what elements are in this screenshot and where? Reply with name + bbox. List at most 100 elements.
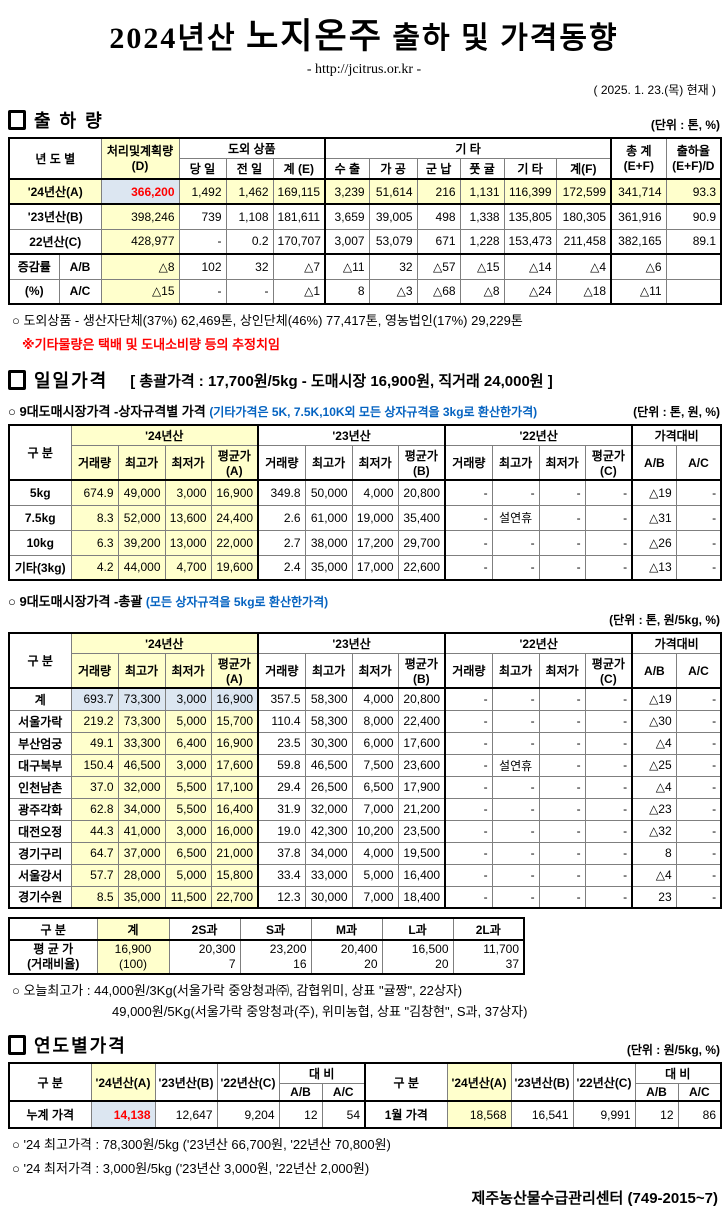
cell: 6,400	[164, 731, 212, 755]
cell: -	[584, 819, 633, 843]
cell: 17,900	[397, 775, 446, 799]
cell: -	[444, 529, 493, 556]
cell: -	[675, 731, 722, 755]
cell: -	[491, 731, 540, 755]
col-header: 거래량	[257, 653, 306, 689]
cell: -	[491, 479, 540, 506]
shipment-title-text: 출 하 량	[34, 111, 104, 131]
cell: 16,000	[210, 819, 259, 843]
cell: 5,000	[351, 863, 399, 887]
cell: 59.8	[257, 753, 306, 777]
table-row: 22년산(C) 428,977-0.2 170,707 3,007 53,079 671 1…	[8, 228, 722, 255]
cell: 7,500	[351, 753, 399, 777]
col-header: 최저가	[351, 653, 399, 689]
shipment-note-warning: ※기타물량은 택배 및 도내소비량 등의 추정치임	[22, 337, 280, 352]
table-row: 10kg 6.3 39,200 13,000 22,000 2.7 38,000 17,200…	[8, 529, 722, 556]
row-label: 계	[8, 687, 72, 711]
col-header: 거래량	[444, 653, 493, 689]
cell: -	[178, 278, 227, 305]
cell: 51,614	[368, 178, 418, 205]
col-header: 최고가	[304, 445, 353, 481]
cell: 5,000	[164, 863, 212, 887]
square-bullet-icon	[8, 370, 26, 390]
cell: 29.4	[257, 775, 306, 799]
cell: 3,239	[324, 178, 370, 205]
cell: 8	[324, 278, 370, 305]
cell: 16,900	[210, 687, 259, 711]
cell: 44.3	[70, 819, 119, 843]
cell: -	[538, 504, 586, 531]
cell: △26	[631, 529, 677, 556]
cell: 16,400	[397, 863, 446, 887]
cell: 11,500	[164, 885, 212, 909]
cell: △4	[631, 863, 677, 887]
col-header: L과	[381, 917, 454, 941]
yearly-high-note: ○ '24 최고가격 : 78,300원/5kg ('23년산 66,700원,…	[12, 1137, 391, 1152]
cell: 5,000	[164, 709, 212, 733]
cell: 22,600	[397, 554, 446, 581]
col-header: 대 비	[634, 1062, 722, 1084]
col-header: 계 (E)	[272, 158, 326, 180]
cell: △14	[503, 253, 557, 280]
col-header: M과	[310, 917, 383, 941]
col-header: '24년산	[70, 632, 259, 654]
cell: -	[584, 753, 633, 777]
col-header: 년 도 별	[8, 137, 102, 180]
row-label: 서울강서	[8, 863, 72, 887]
square-bullet-icon	[8, 110, 26, 130]
cell: 23	[631, 885, 677, 909]
col-header: A/C	[675, 653, 722, 689]
row-label: 서울가락	[8, 709, 72, 733]
daily-price-summary: [ 총괄가격 : 17,700원/5kg - 도매시장 16,900원, 직거래…	[130, 372, 553, 390]
table-row: 누계 가격 14,138 12,647 9,204 12 54 1월 가격 18,568 16,…	[8, 1100, 722, 1129]
cell: 17,000	[351, 554, 399, 581]
table-row: 기타(3kg) 4.2 44,000 4,700 19,600 2.4 35,000 17,0…	[8, 554, 722, 581]
cell: -	[584, 797, 633, 821]
cell: 23,200 16	[239, 939, 312, 975]
cell: 33,300	[117, 731, 166, 755]
cell: 17,100	[210, 775, 259, 799]
cell: -	[538, 775, 586, 799]
cell: -	[444, 687, 493, 711]
cell: 3,000	[164, 687, 212, 711]
cell: 16,900	[210, 731, 259, 755]
cell: 23,500	[397, 819, 446, 843]
cell: 20,800	[397, 479, 446, 506]
col-header: 구 분	[8, 424, 72, 481]
cell: 0.2	[225, 228, 274, 255]
cell: 4,700	[164, 554, 212, 581]
cell: 12.3	[257, 885, 306, 909]
cell: 6,500	[164, 841, 212, 865]
cell: 54	[321, 1100, 366, 1129]
table-row: '23년산(B) 398,246 739 1,108 181,611 3,659 39,00…	[8, 203, 722, 230]
row-label: 증감률	[8, 253, 60, 280]
cell: 2.7	[257, 529, 306, 556]
table-row: 경기수원 8.5 35,000 11,500 22,700 12.3 30,000 7,000…	[8, 885, 722, 909]
cell: 110.4	[257, 709, 306, 733]
row-label: 대구북부	[8, 753, 72, 777]
yearly-unit-label: (단위 : 원/5kg, %)	[626, 1043, 720, 1057]
cell: 3,659	[324, 203, 370, 230]
cell: △23	[631, 797, 677, 821]
table-row: 광주각화 62.8 34,000 5,500 16,400 31.9 32,000 7,000…	[8, 797, 722, 821]
cell: 22,000	[210, 529, 259, 556]
col-header: 평균가(C)	[584, 445, 633, 481]
cell: 23,600	[397, 753, 446, 777]
cell: 153,473	[503, 228, 557, 255]
title-suffix: 출하 및 가격동향	[382, 22, 619, 55]
cell: -	[444, 863, 493, 887]
cell: △15	[100, 278, 180, 305]
yearly-price-table: 구 분 '24년산(A) '23년산(B) '22년산(C) 대 비 구 분 '…	[8, 1062, 723, 1129]
row-label: 22년산(C)	[8, 228, 102, 255]
col-header: 거래량	[70, 445, 119, 481]
cell: 32	[225, 253, 274, 280]
page-title: 2024년산 노지온주 출하 및 가격동향	[8, 8, 720, 59]
date-note: ( 2025. 1. 23.(목) 현재 )	[593, 83, 717, 97]
cell: -	[675, 885, 722, 909]
row-label: 10kg	[8, 529, 72, 556]
cell: -	[675, 687, 722, 711]
cell: 180,305	[555, 203, 612, 230]
cell: -	[675, 709, 722, 733]
col-header: 처리및계획량 (D)	[100, 137, 180, 180]
cell: △25	[631, 753, 677, 777]
